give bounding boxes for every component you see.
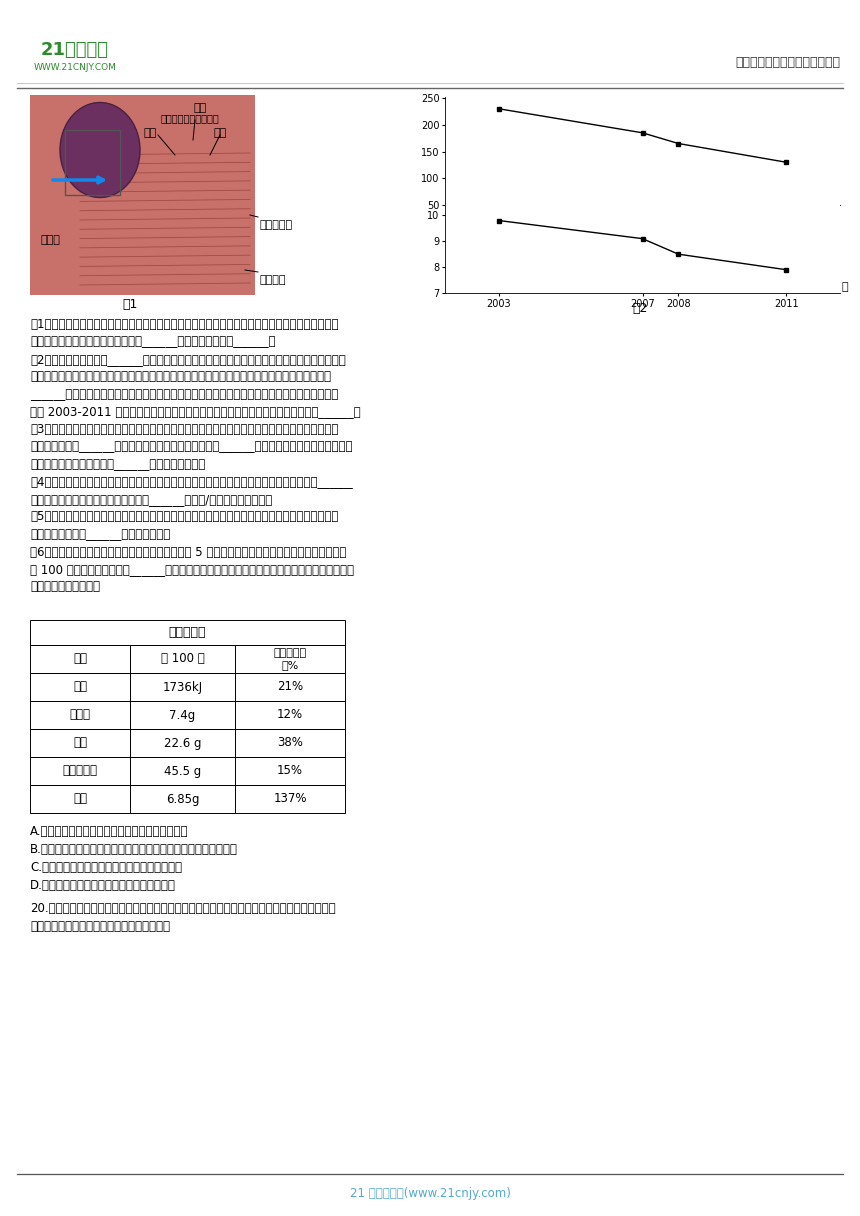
Text: 碳水化合物: 碳水化合物 (63, 765, 97, 777)
Text: 营养素参考
值%: 营养素参考 值% (273, 648, 306, 670)
Bar (235, 700, 345, 730)
Bar (235, 730, 345, 758)
Text: 地区 2003-2011 年居民日平均盐摄入量与缺血性心脏病的统计数据，分析数据可知______。: 地区 2003-2011 年居民日平均盐摄入量与缺血性心脏病的统计数据，分析数据… (30, 405, 360, 418)
Bar (30, 620, 345, 644)
Text: 片，药物主要在______被吸收进入血液，首先到达心脏的______。该药是外周动脉扩张剂，作用: 片，药物主要在______被吸收进入血液，首先到达心脏的______。该药是外周… (30, 440, 353, 454)
Text: 营养成分表: 营养成分表 (169, 626, 206, 638)
Text: 作用回到血液，因此尿液中钓离子含量______（高于/低于）健康饮食者。: 作用回到血液，因此尿液中钓离子含量______（高于/低于）健康饮食者。 (30, 492, 273, 506)
Text: 每 100 克该食品中钓盐含量______每人每天盐的建议摄入总量。结合对健康饮食的理解，请你分: 每 100 克该食品中钓盐含量______每人每天盐的建议摄入总量。结合对健康饮… (30, 563, 354, 576)
Text: 于血管平滑肌，使血管阻力______，从而降低血压。: 于血管平滑肌，使血管阻力______，从而降低血压。 (30, 458, 206, 471)
Bar (235, 758, 345, 786)
Text: 每 100 克: 每 100 克 (161, 653, 205, 665)
Text: 15%: 15% (277, 765, 303, 777)
Text: 脂股: 脂股 (73, 737, 87, 749)
Text: 21 世纪教育网(www.21cnjy.com): 21 世纪教育网(www.21cnjy.com) (349, 1188, 511, 1200)
Text: 20.肺气肿和肺结核都是肺部疾病。图１为支气管和肺泡局部示意图，图２显示吸烟人群中肺气肿: 20.肺气肿和肺结核都是肺部疾病。图１为支气管和肺泡局部示意图，图２显示吸烟人群… (30, 902, 335, 914)
Text: A.尽量少吃或不吃腔制类食品，如豆瓣酱、咏菜等: A.尽量少吃或不吃腔制类食品，如豆瓣酱、咏菜等 (30, 824, 188, 838)
Bar (30, 700, 130, 730)
Text: 能量: 能量 (73, 681, 87, 693)
Text: 图2: 图2 (632, 302, 648, 315)
Text: 38%: 38% (277, 737, 303, 749)
Text: 项目: 项目 (73, 653, 87, 665)
Text: 6.85g: 6.85g (166, 793, 200, 805)
Bar (235, 672, 345, 700)
Text: 图1: 图1 (122, 298, 138, 311)
Text: （3）小宁的爷爷是多年的高血压患者，除了药物治疗外，还需减盐饮食。口服苯磺酸左旋氨氯地平: （3）小宁的爷爷是多年的高血压患者，除了药物治疗外，还需减盐饮食。口服苯磺酸左旋… (30, 423, 338, 437)
Text: 7.4g: 7.4g (169, 709, 195, 721)
Text: 外膜: 外膜 (144, 128, 157, 137)
Text: 钓盐: 钓盐 (73, 793, 87, 805)
Text: WWW.21CNJY.COM: WWW.21CNJY.COM (34, 63, 116, 73)
Bar (235, 786, 345, 814)
Text: 主动脉管壁: 主动脉管壁 (260, 220, 293, 230)
Text: ______细胞被破坏，破损细胞脱落后形成斥块堵塞血管，严重时会引起心脑血管疾病。图２为某: ______细胞被破坏，破损细胞脱落后形成斥块堵塞血管，严重时会引起心脑血管疾病… (30, 388, 338, 401)
Text: 多的水分来维持平衡，使得血液总量______，对血管壁的压力______。: 多的水分来维持平衡，使得血液总量______，对血管壁的压力______。 (30, 336, 275, 349)
Bar (130, 644, 235, 672)
Text: 蛋白质: 蛋白质 (70, 709, 90, 721)
Bar (130, 758, 235, 786)
Text: 内膜: 内膜 (213, 128, 227, 137)
Bar (65, 130, 120, 195)
Bar (130, 786, 235, 814)
Text: 和肺结核这两种病的发病情况。请回答问题。: 和肺结核这两种病的发病情况。请回答问题。 (30, 921, 170, 933)
Text: （2）心脏的四个腔中，______收缩时将血液泵入主动脉，此时测得的血压为收缩压；当心室舒张: （2）心脏的四个腔中，______收缩时将血液泵入主动脉，此时测得的血压为收缩压… (30, 353, 346, 366)
Text: （4）钓离子主要通过尿液排出，高盐饮食情况下，肾小囊中过多的钓离子不能通过肾小管的______: （4）钓离子主要通过尿液排出，高盐饮食情况下，肾小囊中过多的钓离子不能通过肾小管… (30, 475, 353, 489)
Bar (130, 700, 235, 730)
Text: （1）人体内的钓离子浓度维持在一个相对稳定的水平。如果每天摄入较多的钓离子，就需要固定更: （1）人体内的钓离子浓度维持在一个相对稳定的水平。如果每天摄入较多的钓离子，就需… (30, 319, 339, 331)
Text: 析下列做法中合理的是: 析下列做法中合理的是 (30, 580, 100, 593)
Text: （弹性纤维＆平滑肌）: （弹性纤维＆平滑肌） (161, 113, 219, 123)
Ellipse shape (60, 102, 140, 197)
Text: （6）世界卫生组织建议每人每天食用盐的量不超过 5 克。下表为一袋辣条的营养成分表，可以看出: （6）世界卫生组织建议每人每天食用盐的量不超过 5 克。下表为一袋辣条的营养成分… (30, 546, 347, 558)
Bar (30, 672, 130, 700)
Text: 21世纪教育: 21世纪教育 (41, 41, 109, 60)
Bar (235, 644, 345, 672)
Bar (30, 786, 130, 814)
Text: 外，还有可能导致______等疾病的发生。: 外，还有可能导致______等疾病的发生。 (30, 528, 170, 541)
Bar (130, 672, 235, 700)
Bar (30, 758, 130, 786)
Text: 1736kJ: 1736kJ (163, 681, 203, 693)
Text: （5）钓离子随尿液排出量增加的同时，钓离子的排出量也会增加。因此高盐饮食除引发上述疾病以: （5）钓离子随尿液排出量增加的同时，钓离子的排出量也会增加。因此高盐饮食除引发上… (30, 511, 338, 524)
Text: 中膜: 中膜 (194, 103, 206, 113)
Text: 137%: 137% (273, 793, 307, 805)
Bar (30, 730, 130, 758)
Text: C.购买食品时，关注营养成分表，选择低钓食品: C.购买食品时，关注营养成分表，选择低钓食品 (30, 861, 182, 874)
Bar (30, 644, 130, 672)
Text: D.向亲友宣传高盐饮食的危害，倡导低盐生活: D.向亲友宣传高盐饮食的危害，倡导低盐生活 (30, 879, 176, 893)
Text: 内皮细胞: 内皮细胞 (260, 275, 286, 285)
Text: 时，测得的血压为舒张压。血管壁的结构（除毛细血管外）如图１所示，持续高血压会导致血管的: 时，测得的血压为舒张压。血管壁的结构（除毛细血管外）如图１所示，持续高血压会导致… (30, 371, 331, 383)
Text: 22.6 g: 22.6 g (163, 737, 201, 749)
Bar (30, 95, 255, 295)
Text: B.尽可能少的添加含盐调味品，逐渐习惯品尝食物自身的鲜美味道: B.尽可能少的添加含盐调味品，逐渐习惯品尝食物自身的鲜美味道 (30, 843, 238, 856)
Text: 12%: 12% (277, 709, 303, 721)
Text: 横截面: 横截面 (40, 235, 60, 244)
Text: 年: 年 (842, 282, 849, 292)
Text: 21%: 21% (277, 681, 303, 693)
Text: 45.5 g: 45.5 g (164, 765, 201, 777)
Bar (130, 730, 235, 758)
Text: 中小学教育资源及组卷应用平台: 中小学教育资源及组卷应用平台 (735, 56, 840, 69)
